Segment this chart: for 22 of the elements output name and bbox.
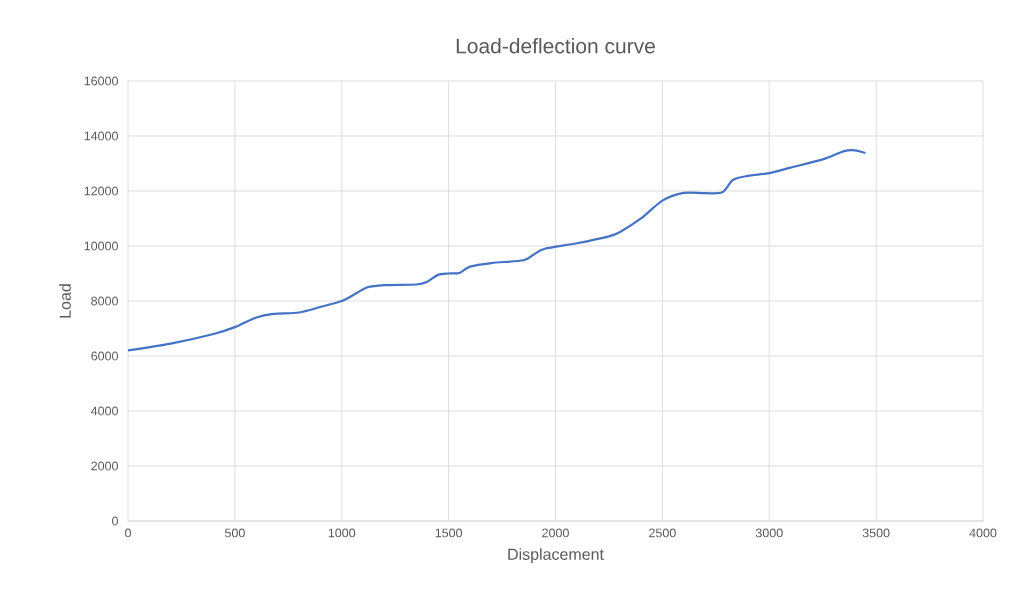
- y-tick-label: 14000: [84, 131, 118, 141]
- x-tick-label: 2000: [542, 528, 569, 538]
- x-tick-label: 0: [125, 528, 131, 538]
- y-tick-label: 10000: [84, 241, 118, 251]
- x-axis-title: Displacement: [508, 548, 604, 564]
- x-tick-label: 3000: [755, 528, 783, 538]
- x-tick-label: 1500: [435, 528, 463, 538]
- y-tick-label: 6000: [91, 351, 118, 361]
- x-tick-label: 1000: [328, 528, 356, 538]
- y-axis-title: Load: [59, 284, 71, 318]
- y-tick-label: 12000: [84, 186, 118, 196]
- y-tick-label: 8000: [91, 296, 118, 306]
- x-tick-label: 500: [224, 528, 245, 538]
- chart-title: Load-deflection curve: [456, 38, 655, 54]
- x-tick-label: 2500: [649, 528, 676, 538]
- y-tick-label: 2000: [91, 461, 118, 471]
- x-tick-label: 3500: [862, 528, 890, 538]
- y-tick-label: 16000: [84, 76, 118, 86]
- line-series: [128, 149, 867, 352]
- y-tick-label: 4000: [90, 406, 118, 416]
- y-tick-label: 0: [112, 516, 119, 526]
- x-tick-label: 4000: [969, 528, 997, 538]
